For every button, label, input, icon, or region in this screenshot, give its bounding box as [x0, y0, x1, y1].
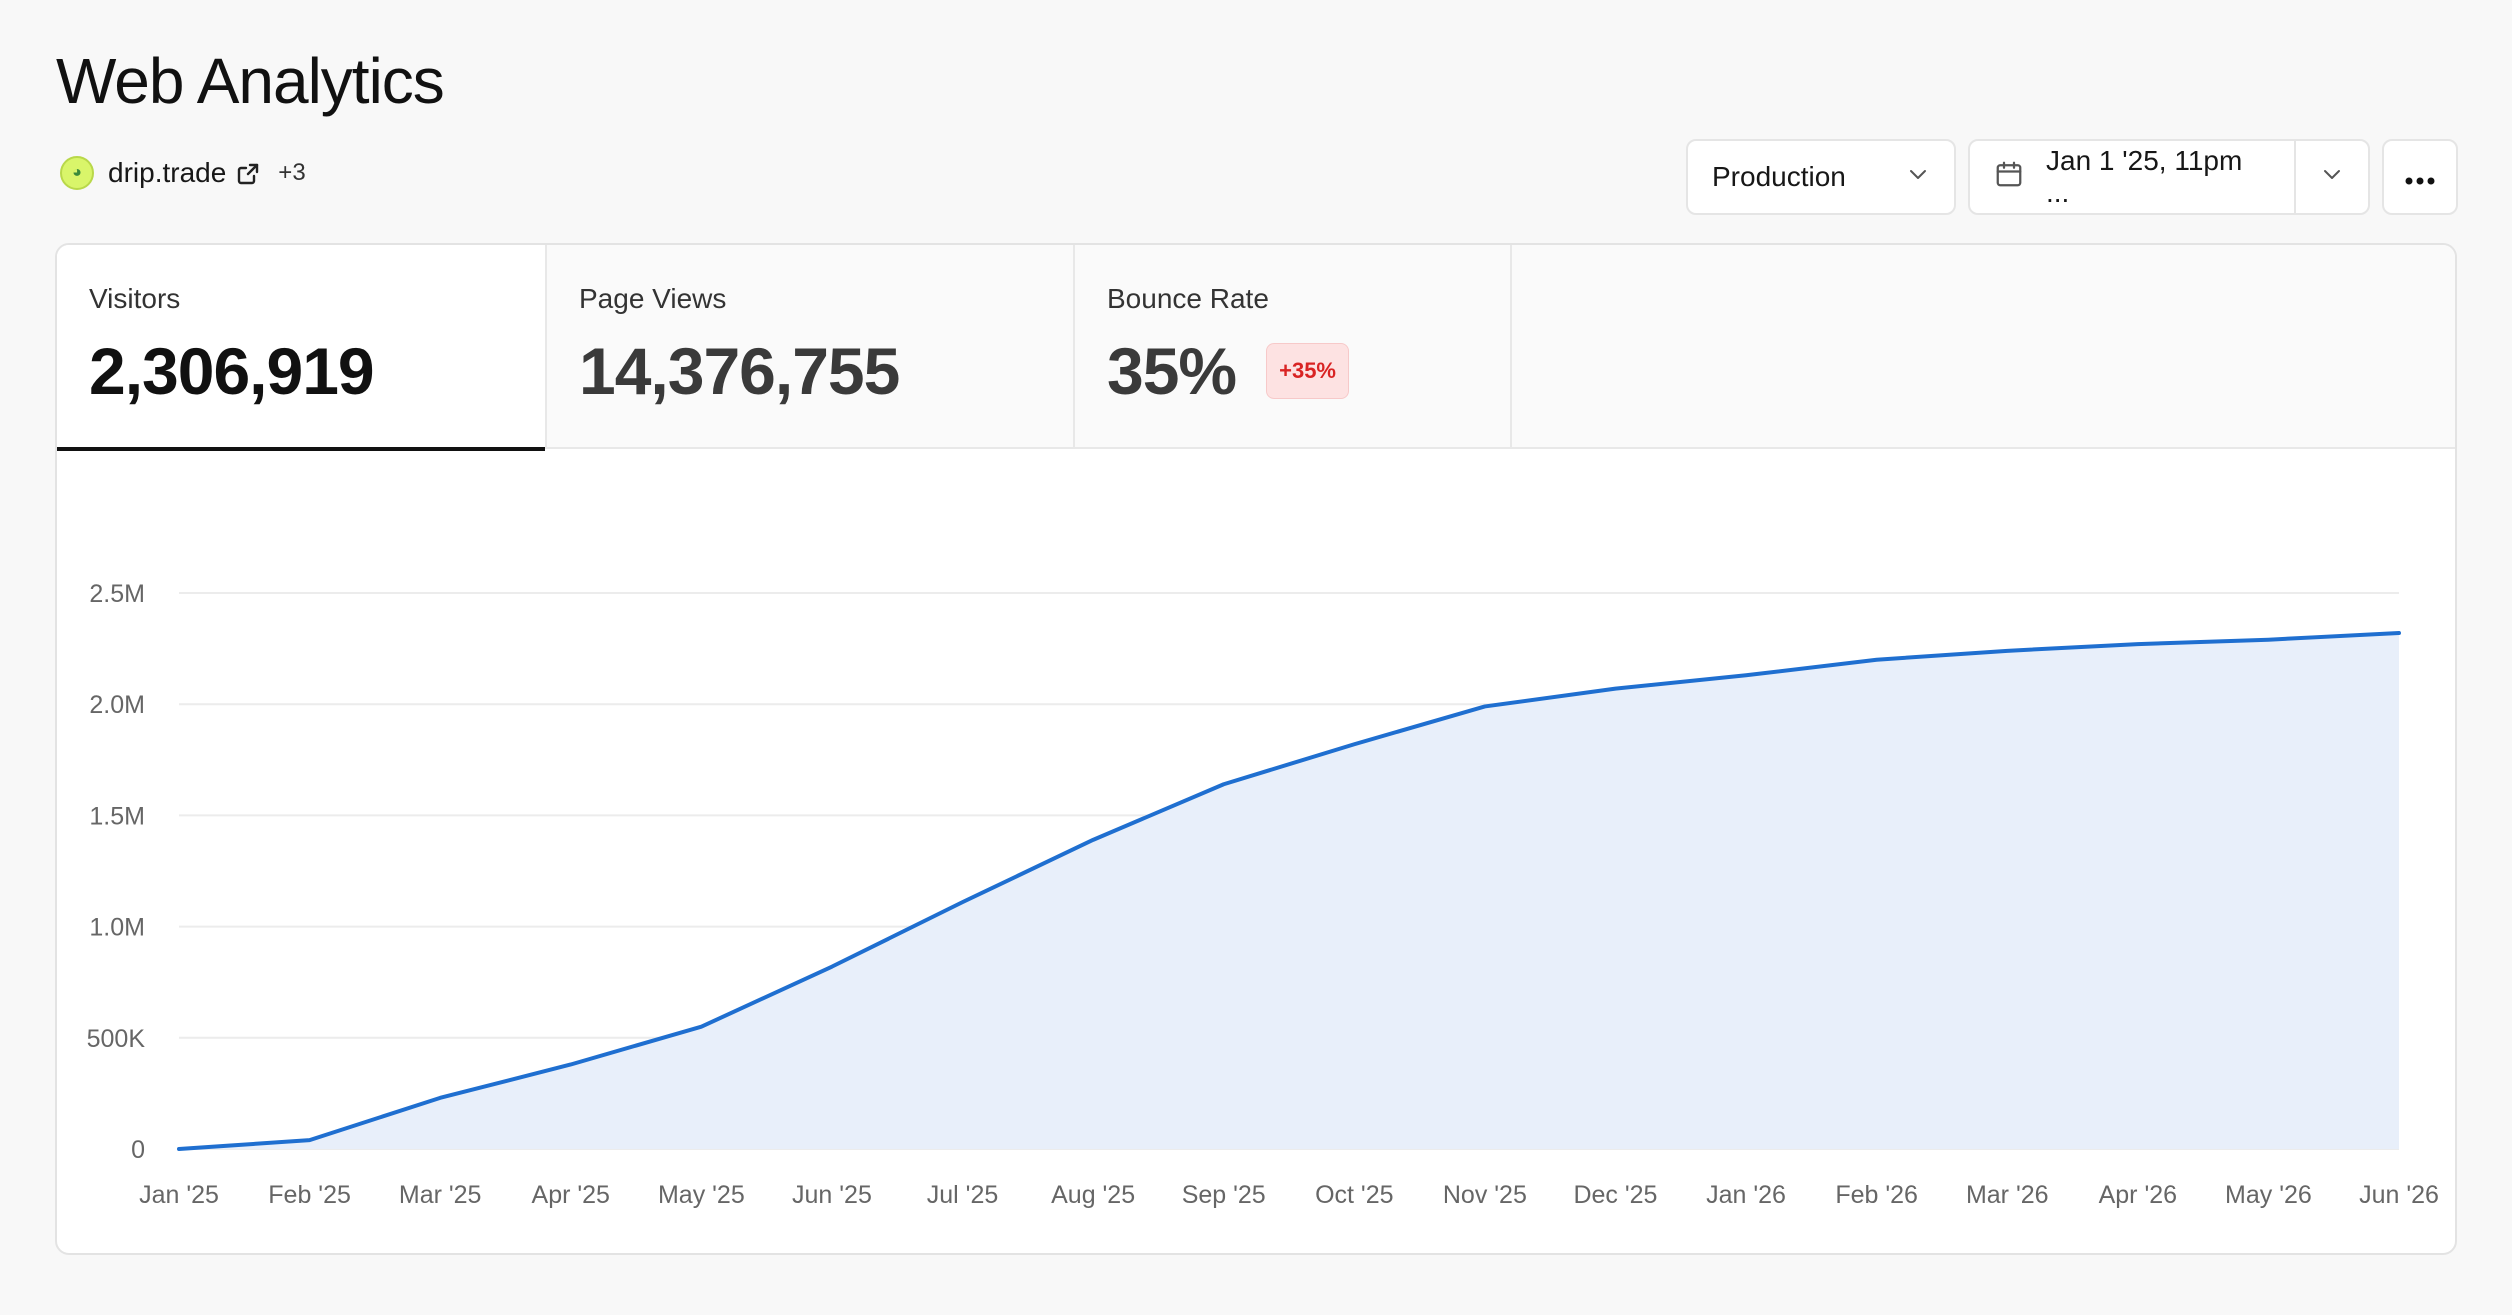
x-tick-label: Oct '25	[1315, 1181, 1393, 1209]
metric-value: 14,376,755	[579, 333, 1073, 409]
metric-tabs: Visitors 2,306,919 Page Views 14,376,755…	[57, 245, 2455, 451]
y-tick-label: 2.0M	[89, 691, 145, 719]
analytics-card: Visitors 2,306,919 Page Views 14,376,755…	[55, 243, 2457, 1255]
y-tick-label: 1.5M	[89, 802, 145, 830]
metric-value: 35% +35%	[1107, 333, 1510, 409]
change-badge: +35%	[1266, 343, 1349, 399]
page-title: Web Analytics	[56, 45, 445, 117]
page-views-value: 14,376,755	[579, 334, 900, 408]
x-tick-label: Nov '25	[1443, 1181, 1527, 1209]
environment-select[interactable]: Production	[1686, 139, 1956, 215]
ellipsis-icon	[2404, 161, 2436, 193]
series-line	[177, 631, 2401, 1151]
x-tick-label: Jan '25	[139, 1181, 219, 1209]
tab-page-views[interactable]: Page Views 14,376,755	[547, 245, 1075, 449]
calendar-icon	[1994, 159, 2024, 196]
date-range-dropdown-button[interactable]	[2294, 141, 2368, 213]
project-logo: ◕	[60, 156, 94, 190]
tab-bounce-rate[interactable]: Bounce Rate 35% +35%	[1075, 245, 1512, 449]
x-tick-label: Dec '25	[1573, 1181, 1657, 1209]
external-link-icon[interactable]	[236, 161, 260, 185]
x-tick-label: May '26	[2225, 1181, 2312, 1209]
y-tick-label: 500K	[87, 1025, 146, 1053]
x-tick-label: Apr '26	[2099, 1181, 2177, 1209]
x-tick-label: Jul '25	[927, 1181, 998, 1209]
visitors-chart: 0 500K 1.0M 1.5M 2.0M 2.5M Jan '25 Feb '25 Mar '…	[57, 451, 2455, 1253]
x-tick-label: Jun '25	[792, 1181, 872, 1209]
metric-label: Visitors	[89, 283, 181, 314]
metric-label: Bounce Rate	[1107, 283, 1269, 314]
x-tick-label: Jan '26	[1706, 1181, 1786, 1209]
x-tick-label: May '25	[658, 1181, 745, 1209]
date-range-picker[interactable]: Jan 1 '25, 11pm ...	[1968, 139, 2370, 215]
metric-label: Page Views	[579, 283, 727, 314]
date-range-value: Jan 1 '25, 11pm ...	[2046, 145, 2243, 208]
series-area	[179, 633, 2399, 1149]
x-tick-label: Apr '25	[532, 1181, 610, 1209]
y-tick-label: 2.5M	[89, 580, 145, 608]
more-projects-count[interactable]: +3	[278, 159, 306, 186]
metric-value: 2,306,919	[89, 333, 545, 409]
project-selector[interactable]: ◕ drip.trade +3	[60, 156, 306, 190]
tab-visitors[interactable]: Visitors 2,306,919	[57, 245, 547, 451]
x-tick-label: Feb '26	[1835, 1181, 1918, 1209]
project-name[interactable]: drip.trade	[108, 157, 227, 188]
more-options-button[interactable]	[2382, 139, 2458, 215]
x-tick-label: Sep '25	[1182, 1181, 1266, 1209]
x-tick-label: Mar '25	[399, 1181, 482, 1209]
y-tick-label: 0	[131, 1136, 145, 1164]
chevron-down-icon	[1906, 161, 1930, 193]
visitors-value: 2,306,919	[89, 334, 375, 408]
x-tick-label: Aug '25	[1051, 1181, 1135, 1209]
chevron-down-icon	[2320, 161, 2344, 193]
y-tick-label: 1.0M	[89, 914, 145, 942]
x-tick-label: Mar '26	[1966, 1181, 2049, 1209]
environment-value: Production	[1712, 161, 1846, 192]
chart-svg: 0 500K 1.0M 1.5M 2.0M 2.5M Jan '25 Feb '25 Mar '…	[87, 580, 2439, 1209]
bounce-rate-value: 35%	[1107, 334, 1237, 408]
x-tick-label: Jun '26	[2359, 1181, 2439, 1209]
date-range-button[interactable]: Jan 1 '25, 11pm ...	[1970, 141, 2294, 213]
x-tick-label: Feb '25	[268, 1181, 351, 1209]
